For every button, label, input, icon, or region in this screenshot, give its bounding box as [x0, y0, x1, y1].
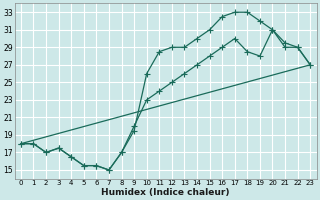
X-axis label: Humidex (Indice chaleur): Humidex (Indice chaleur) — [101, 188, 230, 197]
